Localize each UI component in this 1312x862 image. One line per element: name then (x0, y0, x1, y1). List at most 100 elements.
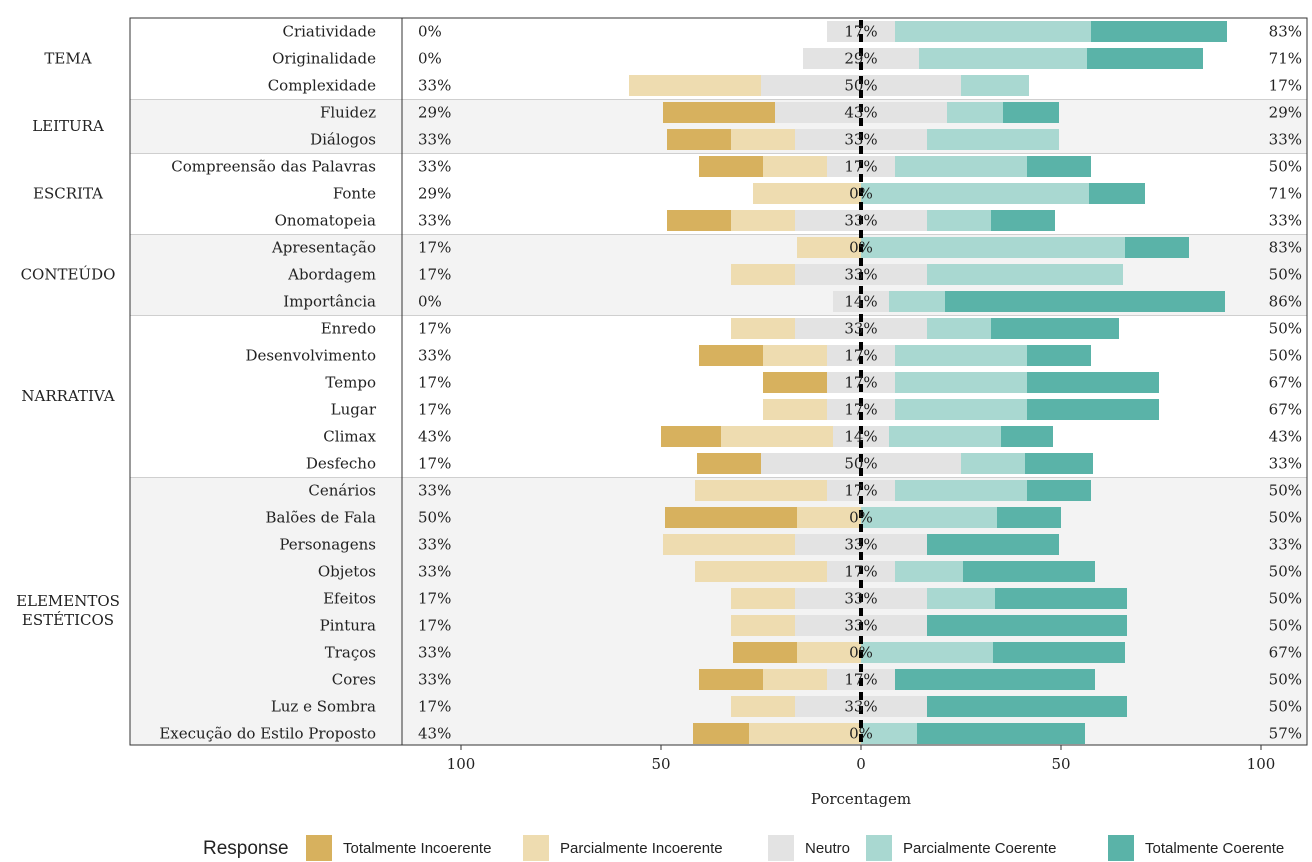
bar-totalmente-coerente (1027, 372, 1159, 393)
neutral-percent: 0% (849, 509, 873, 527)
left-percent: 33% (418, 536, 451, 554)
bar-parcialmente-incoerente (731, 210, 795, 231)
neutral-percent: 14% (844, 293, 877, 311)
bar-totalmente-coerente (1091, 21, 1227, 42)
bar-totalmente-coerente (927, 696, 1127, 717)
bar-totalmente-coerente (1087, 48, 1203, 69)
bar-totalmente-coerente (1001, 426, 1053, 447)
bar-parcialmente-incoerente (731, 129, 795, 150)
bar-parcialmente-incoerente (721, 426, 833, 447)
bar-totalmente-coerente (895, 669, 1095, 690)
bar-parcialmente-incoerente (731, 696, 795, 717)
bar-totalmente-incoerente (665, 507, 797, 528)
legend-entry: Totalmente Incoerente (343, 840, 491, 857)
bar-neutro (827, 399, 895, 420)
x-tick-label: 100 (1247, 755, 1276, 773)
right-percent: 50% (1269, 266, 1302, 284)
right-percent: 50% (1269, 671, 1302, 689)
item-label: Execução do Estilo Proposto (159, 725, 376, 743)
bar-totalmente-coerente (1027, 399, 1159, 420)
item-label: Efeitos (323, 590, 376, 608)
bar-totalmente-coerente (1027, 345, 1091, 366)
bar-totalmente-incoerente (663, 102, 775, 123)
bar-totalmente-incoerente (699, 345, 763, 366)
neutral-percent: 33% (844, 212, 877, 230)
bar-totalmente-incoerente (661, 426, 721, 447)
neutral-percent: 17% (844, 347, 877, 365)
bar-totalmente-coerente (997, 507, 1061, 528)
group-label: ELEMENTOS ESTÉTICOS (16, 592, 120, 629)
bar-parcialmente-incoerente (763, 345, 827, 366)
neutral-percent: 50% (844, 77, 877, 95)
bar-neutro (827, 345, 895, 366)
item-label: Originalidade (272, 50, 376, 68)
group-label: NARRATIVA (21, 387, 114, 405)
bar-parcialmente-incoerente (797, 237, 861, 258)
left-percent: 17% (418, 320, 451, 338)
left-percent: 17% (418, 590, 451, 608)
bar-parcialmente-incoerente (629, 75, 761, 96)
right-percent: 50% (1269, 590, 1302, 608)
left-percent: 29% (418, 104, 451, 122)
left-percent: 33% (418, 644, 451, 662)
bar-totalmente-coerente (991, 210, 1055, 231)
neutral-percent: 0% (849, 185, 873, 203)
legend-title: Response (203, 838, 289, 859)
neutral-percent: 17% (844, 158, 877, 176)
bar-parcialmente-incoerente (797, 642, 861, 663)
legend-swatch (768, 835, 794, 861)
bar-parcialmente-coerente (861, 642, 993, 663)
item-label: Cenários (308, 482, 376, 500)
left-percent: 17% (418, 401, 451, 419)
bar-parcialmente-coerente (927, 210, 991, 231)
bar-parcialmente-coerente (889, 291, 945, 312)
bar-parcialmente-incoerente (797, 507, 861, 528)
bar-totalmente-coerente (945, 291, 1225, 312)
item-label: Luz e Sombra (271, 698, 376, 716)
left-percent: 17% (418, 698, 451, 716)
bar-parcialmente-coerente (927, 264, 1123, 285)
item-label: Climax (323, 428, 376, 446)
x-tick-label: 100 (447, 755, 476, 773)
legend-swatch (866, 835, 892, 861)
legend-swatch (1108, 835, 1134, 861)
bar-parcialmente-incoerente (695, 561, 827, 582)
bar-totalmente-coerente (993, 642, 1125, 663)
bar-parcialmente-coerente (861, 723, 917, 744)
left-percent: 33% (418, 347, 451, 365)
bar-neutro (761, 453, 961, 474)
neutral-percent: 17% (844, 563, 877, 581)
bar-parcialmente-coerente (947, 102, 1003, 123)
plot-panel (129, 17, 1308, 746)
right-percent: 83% (1269, 239, 1302, 257)
item-label: Abordagem (287, 266, 376, 284)
right-percent: 67% (1269, 374, 1302, 392)
left-percent: 43% (418, 725, 451, 743)
bar-parcialmente-coerente (919, 48, 1087, 69)
right-percent: 50% (1269, 698, 1302, 716)
bar-parcialmente-coerente (895, 156, 1027, 177)
bar-parcialmente-coerente (927, 318, 991, 339)
left-percent: 33% (418, 212, 451, 230)
bar-parcialmente-incoerente (731, 264, 795, 285)
right-percent: 67% (1269, 401, 1302, 419)
left-percent: 33% (418, 482, 451, 500)
left-percent: 0% (418, 50, 442, 68)
left-percent: 17% (418, 617, 451, 635)
bar-totalmente-coerente (991, 318, 1119, 339)
item-label: Fluidez (320, 104, 376, 122)
bar-totalmente-coerente (1027, 156, 1091, 177)
neutral-percent: 14% (844, 428, 877, 446)
bar-parcialmente-coerente (861, 237, 1125, 258)
bar-totalmente-coerente (995, 588, 1127, 609)
right-percent: 83% (1269, 23, 1302, 41)
neutral-percent: 17% (844, 23, 877, 41)
neutral-percent: 33% (844, 131, 877, 149)
item-label: Desfecho (306, 455, 376, 473)
neutral-percent: 43% (844, 104, 877, 122)
neutral-percent: 29% (844, 50, 877, 68)
neutral-percent: 17% (844, 671, 877, 689)
item-label: Compreensão das Palavras (171, 158, 376, 176)
bar-parcialmente-incoerente (763, 399, 827, 420)
